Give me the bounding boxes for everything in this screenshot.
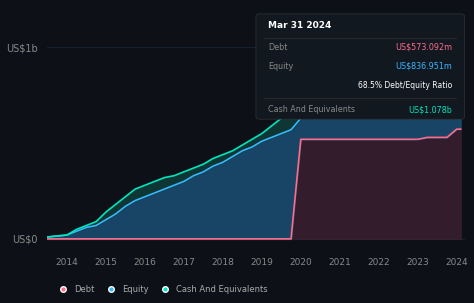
Text: 68.5% Debt/Equity Ratio: 68.5% Debt/Equity Ratio	[358, 81, 452, 90]
Text: Equity: Equity	[268, 62, 294, 71]
Text: Cash And Equivalents: Cash And Equivalents	[268, 105, 356, 114]
Text: US$573.092m: US$573.092m	[395, 43, 452, 52]
Text: US$1.078b: US$1.078b	[408, 105, 452, 114]
FancyBboxPatch shape	[256, 14, 465, 119]
Legend: Debt, Equity, Cash And Equivalents: Debt, Equity, Cash And Equivalents	[52, 281, 271, 297]
Text: US$836.951m: US$836.951m	[395, 62, 452, 71]
Text: Debt: Debt	[268, 43, 288, 52]
Text: Mar 31 2024: Mar 31 2024	[268, 21, 332, 30]
